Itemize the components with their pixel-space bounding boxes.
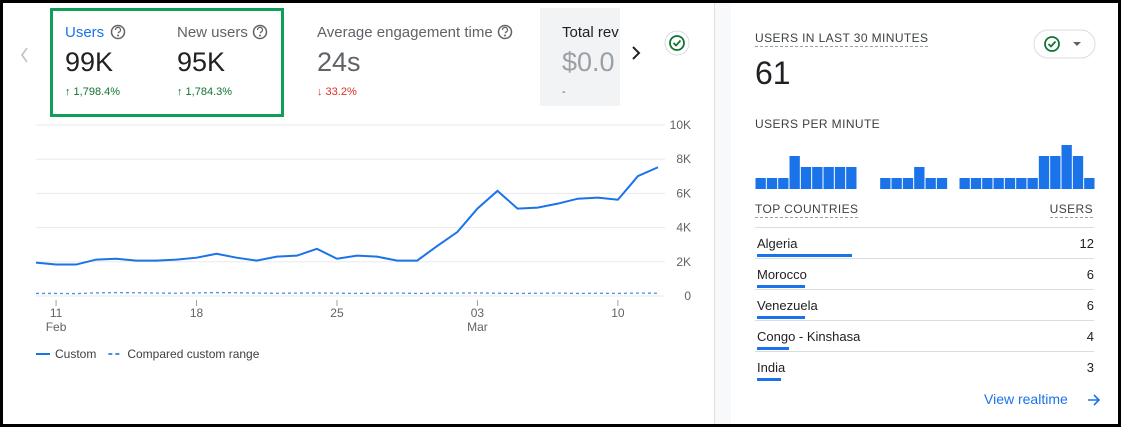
country-row: Venezuela 6 [755,290,1094,321]
help-icon[interactable] [110,24,126,40]
per-minute-label: USERS PER MINUTE [755,117,881,131]
country-name: India [757,360,786,375]
country-name: Congo - Kinshasa [757,329,861,344]
bar [891,178,902,189]
metric-change: ↑ 1,784.3% [177,86,233,98]
country-row: India 3 [755,352,1094,382]
bar [1038,156,1050,189]
realtime-check-button[interactable] [1033,29,1097,61]
metric-label[interactable]: New users [177,24,248,41]
bar [993,178,1004,189]
bar [1072,156,1084,189]
metric-label: Total rev [562,24,619,41]
realtime-title: USERS IN LAST 30 MINUTES [755,31,929,47]
country-row: Morocco 6 [755,259,1094,290]
y-tick-label: 10K [670,118,691,132]
country-users: 6 [1086,298,1094,313]
country-bar [757,316,805,319]
country-users: 4 [1086,329,1094,344]
prev-arrow[interactable] [21,47,28,63]
view-realtime-link[interactable]: View realtime [984,391,1068,407]
bar [925,178,936,189]
y-tick-label: 2K [676,255,691,269]
users-header: USERS [1049,202,1093,218]
x-month-label: Feb [46,320,67,334]
metric-card-bg [540,8,620,106]
check-button[interactable] [664,30,690,56]
bar [914,167,925,189]
country-row: Algeria 12 [755,228,1094,259]
bar [1050,156,1061,189]
bar [902,178,914,189]
bar [880,178,891,189]
countries-header: TOP COUNTRIES [755,202,859,218]
bar [766,178,778,189]
bar [936,178,948,189]
country-users: 6 [1086,267,1094,282]
x-tick-label: 11 [50,306,63,320]
bar [1084,178,1095,189]
divider [714,3,731,424]
metric-change: ↑ 1,798.4% [65,86,121,98]
country-bar [757,285,805,288]
per-minute-chart [755,145,1095,189]
bar [1004,178,1016,189]
legend-label: Compared custom range [127,347,259,361]
bar [755,178,766,189]
bar [982,178,993,189]
bar [970,178,982,189]
x-tick-label: 25 [330,306,344,320]
bar [834,167,846,189]
x-month-label: Mar [467,320,488,334]
x-tick-label: 10 [611,306,625,320]
icons [21,24,690,63]
highlight-box [50,8,284,117]
bar [800,167,812,189]
bar [959,178,970,189]
country-bar [757,347,789,350]
metric-value: 99K [65,47,114,77]
metric-value: 24s [317,47,361,77]
country-bar [757,254,852,257]
country-name: Algeria [757,236,798,251]
y-tick-label: 4K [676,221,691,235]
metric-label[interactable]: Users [65,24,105,41]
bar [1027,178,1038,189]
series-line [36,291,659,295]
country-name: Venezuela [757,298,818,313]
bar [789,156,800,189]
legend-label: Custom [55,347,96,361]
country-name: Morocco [757,267,807,282]
bar [1061,145,1072,189]
metric-value: 95K [177,47,226,77]
series-line [35,166,659,266]
country-users: 3 [1086,360,1094,375]
y-tick-label: 0 [684,289,691,303]
y-tick-label: 8K [676,152,691,166]
metric-label[interactable]: Average engagement time [317,24,493,41]
bar [846,167,857,189]
x-tick-label: 03 [471,306,485,320]
bar [1016,178,1027,189]
metric-card[interactable]: Total rev $0.0 - [540,8,620,106]
line-chart: 0 2K 4K 6K 8K 10K 11 18 25 03 10 Feb Mar Custom Compar… [35,118,691,361]
bar [778,178,789,189]
country-bar [757,378,781,381]
help-icon[interactable] [497,24,513,40]
help-icon[interactable] [252,24,268,40]
bar [823,167,834,189]
link-arrow[interactable] [1087,393,1101,407]
y-tick-label: 6K [676,186,691,200]
country-users: 12 [1079,236,1094,251]
country-row: Congo - Kinshasa 4 [755,321,1094,352]
country-table: Algeria 12 Morocco 6 Venezuela 6 Congo - Kinsh… [755,227,1094,382]
metric-change: ↓ 33.2% [317,86,357,98]
realtime-value: 61 [755,55,791,91]
bar [812,167,823,189]
metric-change: - [562,86,566,98]
x-tick-label: 18 [190,306,204,320]
metric-value: $0.0 [562,47,615,77]
next-arrow[interactable] [632,46,641,60]
